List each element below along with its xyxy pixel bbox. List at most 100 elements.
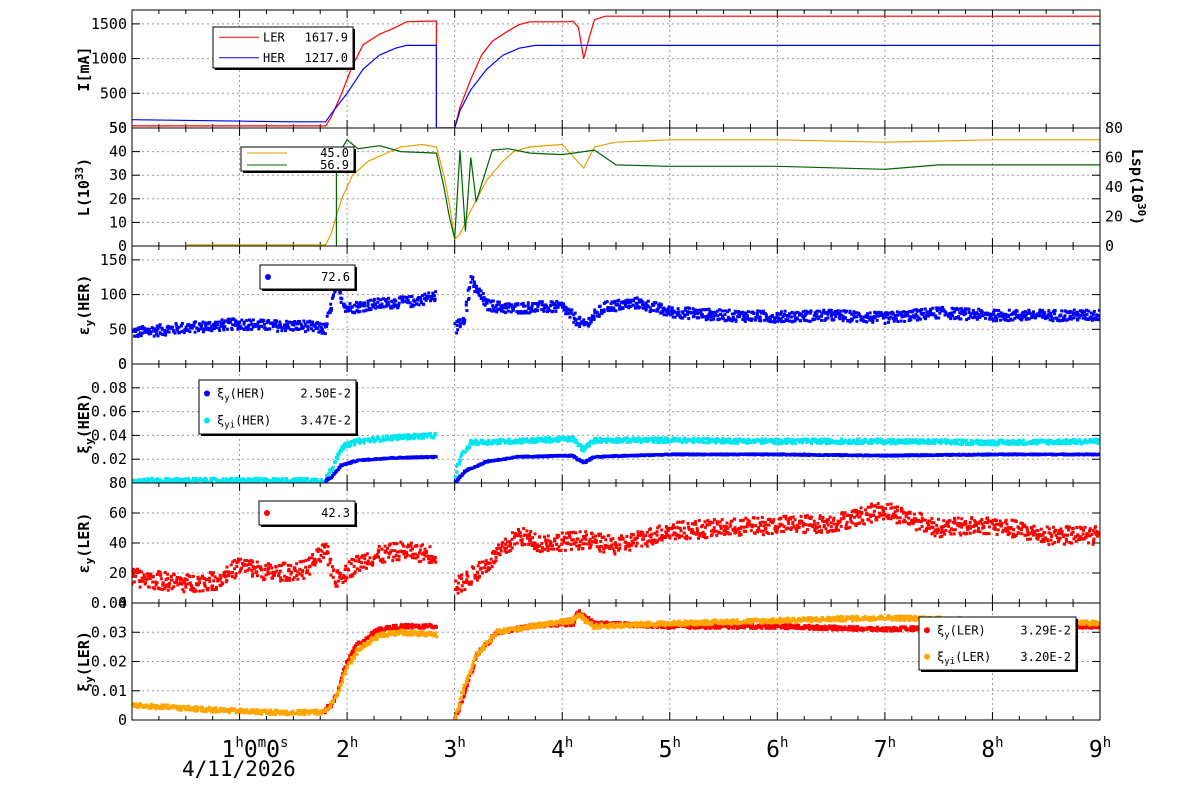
series-point	[525, 310, 528, 313]
y-tick-label: 0.08	[91, 379, 127, 397]
series-point	[931, 307, 934, 310]
series-point	[855, 320, 858, 323]
series-point	[578, 325, 581, 328]
series-point	[164, 334, 167, 337]
series-point	[993, 309, 996, 312]
series-point	[999, 319, 1002, 322]
series-point	[632, 304, 635, 307]
series-point	[756, 315, 759, 318]
series-point	[896, 320, 899, 323]
series-point	[660, 303, 663, 306]
series-point	[625, 305, 628, 308]
series-point	[887, 321, 890, 324]
series-point	[773, 321, 776, 324]
series-point	[865, 321, 868, 324]
series-point	[893, 438, 896, 441]
series-point	[394, 299, 397, 302]
series-point	[492, 300, 495, 303]
series-point	[626, 437, 629, 440]
series-point	[683, 437, 686, 440]
series-point	[1051, 317, 1054, 320]
series-point	[748, 438, 751, 441]
series-point	[351, 306, 354, 309]
series-point	[376, 301, 379, 304]
series-point	[363, 304, 366, 307]
series-point	[806, 310, 809, 313]
legend-name: HER	[263, 51, 285, 65]
series-point	[554, 310, 557, 313]
series-point	[434, 290, 437, 293]
series-point	[543, 309, 546, 312]
y2-tick-label: 0	[1105, 237, 1114, 255]
series-point	[544, 436, 547, 439]
series-point	[663, 313, 666, 316]
y-tick-label: 0	[118, 355, 127, 373]
series-point	[134, 330, 137, 333]
series-point	[491, 304, 494, 307]
series-point	[382, 305, 385, 308]
series-point	[282, 477, 285, 480]
y-axis-label-main: I	[75, 83, 93, 92]
legend-swatch-dot	[265, 274, 271, 280]
series-point	[959, 318, 962, 321]
series-point	[641, 301, 644, 304]
series-point	[1002, 313, 1005, 316]
y-axis-label-rest: (HER)	[75, 275, 93, 320]
series-point	[381, 303, 384, 306]
series-point	[187, 323, 190, 326]
series-point	[582, 318, 585, 321]
series-point	[668, 305, 671, 308]
series-point	[168, 331, 171, 334]
legend-swatch-dot	[204, 418, 210, 424]
series-point	[681, 441, 684, 444]
series-point	[984, 317, 987, 320]
series-point	[1059, 314, 1062, 317]
series-point	[996, 317, 999, 320]
series-point	[751, 318, 754, 321]
panel-frame	[132, 128, 1100, 246]
series-point	[411, 295, 414, 298]
series-point	[461, 453, 464, 456]
series-point	[737, 442, 740, 445]
series-point	[756, 312, 759, 315]
y-tick-label: 30	[109, 166, 127, 184]
series-point	[1064, 314, 1067, 317]
series-point	[856, 442, 859, 445]
series-point	[786, 441, 789, 444]
series-point	[463, 319, 466, 322]
series-point	[697, 312, 700, 315]
series-point	[719, 308, 722, 311]
series-point	[505, 303, 508, 306]
series-point	[387, 301, 390, 304]
series-point	[844, 317, 847, 320]
series-point	[697, 316, 700, 319]
y-axis-label: I[mA]	[75, 46, 93, 91]
series-point	[465, 304, 468, 307]
series-point	[422, 437, 425, 440]
y2-tick-label: 60	[1105, 149, 1123, 167]
series-point	[784, 310, 787, 313]
series-point	[660, 437, 663, 440]
series-point	[964, 312, 967, 315]
series-point	[817, 316, 820, 319]
series-point	[919, 318, 922, 321]
y-tick-label: 500	[100, 84, 127, 102]
series-point	[480, 289, 483, 292]
series-point	[696, 309, 699, 312]
series-point	[929, 310, 932, 313]
series-point	[316, 327, 319, 330]
series-point	[1054, 309, 1057, 312]
series-point	[903, 320, 906, 323]
series-point	[654, 302, 657, 305]
series-group	[130, 432, 1102, 485]
series-point	[279, 323, 282, 326]
series-point	[777, 316, 780, 319]
series-point	[707, 318, 710, 321]
y-axis-label: L(1033)	[73, 158, 93, 216]
series-point	[712, 318, 715, 321]
series-point	[658, 441, 661, 444]
series-point	[1093, 310, 1096, 313]
